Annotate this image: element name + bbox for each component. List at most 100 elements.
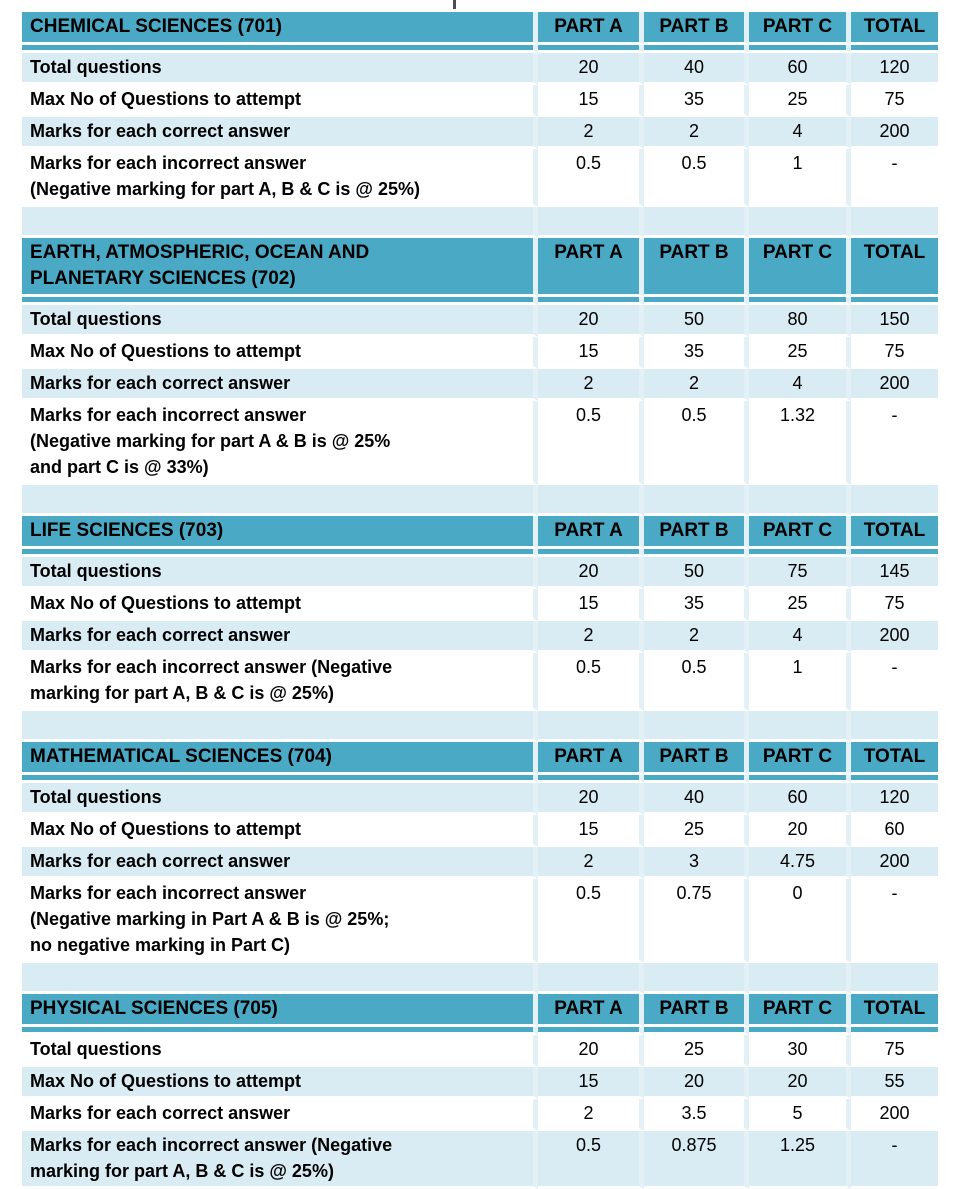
cell-value: 200: [851, 117, 938, 149]
spacer-cell: [22, 711, 538, 742]
row-label: Marks for each incorrect answer (Negativ…: [22, 401, 538, 485]
table-row: Marks for each incorrect answer (Negativ…: [22, 401, 938, 485]
spacer-cell: [749, 485, 851, 516]
header-underline-cell: [749, 297, 851, 305]
header-underline-cell: [644, 1027, 749, 1035]
header-underline-cell: [851, 775, 938, 783]
cell-value: 75: [749, 557, 851, 589]
cell-value: 0.875: [644, 1131, 749, 1189]
row-label: Max No of Questions to attempt: [22, 337, 538, 369]
cell-value: 2: [538, 369, 644, 401]
cell-value: 15: [538, 815, 644, 847]
cell-value: 0: [749, 879, 851, 963]
cell-value: 3.5: [644, 1099, 749, 1131]
cell-value: 55: [851, 1067, 938, 1099]
header-underline-row: [22, 549, 938, 557]
cell-value: 150: [851, 305, 938, 337]
spacer-cell: [22, 963, 538, 994]
cell-value: 25: [644, 1035, 749, 1067]
header-underline-cell: [749, 549, 851, 557]
cell-value: 1: [749, 653, 851, 711]
cell-value: 25: [749, 85, 851, 117]
header-underline-cell: [644, 775, 749, 783]
row-label: Max No of Questions to attempt: [22, 85, 538, 117]
cell-value: 0.5: [644, 401, 749, 485]
header-underline-cell: [851, 549, 938, 557]
table-row: Max No of Questions to attempt 15 35 25 75: [22, 589, 938, 621]
spacer-cell: [644, 963, 749, 994]
section-title: MATHEMATICAL SCIENCES (704): [22, 742, 538, 775]
row-label: Max No of Questions to attempt: [22, 815, 538, 847]
column-header: PART C: [749, 742, 851, 775]
table-row: Marks for each correct answer 2 2 4 200: [22, 621, 938, 653]
header-underline-cell: [851, 45, 938, 53]
table-row: Total questions 20 50 80 150: [22, 305, 938, 337]
column-header: PART C: [749, 238, 851, 297]
cell-value: 50: [644, 557, 749, 589]
cell-value: 2: [538, 847, 644, 879]
cell-value: 4.75: [749, 847, 851, 879]
section-header-row: LIFE SCIENCES (703) PART A PART B PART C TOT…: [22, 516, 938, 549]
header-underline-cell: [749, 1027, 851, 1035]
cell-value: 75: [851, 1035, 938, 1067]
cell-value: 20: [644, 1067, 749, 1099]
cell-value: 2: [644, 369, 749, 401]
spacer-cell: [749, 207, 851, 238]
table-row: Marks for each correct answer 2 3 4.75 200: [22, 847, 938, 879]
table-row: Total questions 20 50 75 145: [22, 557, 938, 589]
section-title: EARTH, ATMOSPHERIC, OCEAN AND PLANETARY …: [22, 238, 538, 297]
column-header: TOTAL: [851, 238, 938, 297]
spacer-cell: [749, 963, 851, 994]
column-header: PART B: [644, 12, 749, 45]
column-header: TOTAL: [851, 516, 938, 549]
cell-value: 0.5: [644, 149, 749, 207]
cell-value: 60: [749, 53, 851, 85]
section-title: CHEMICAL SCIENCES (701): [22, 12, 538, 45]
header-underline-cell: [851, 297, 938, 305]
cell-value: 200: [851, 847, 938, 879]
column-header: TOTAL: [851, 994, 938, 1027]
spacer-cell: [851, 485, 938, 516]
spacer-row: [22, 963, 938, 994]
row-label: Marks for each correct answer: [22, 847, 538, 879]
cell-value: 75: [851, 589, 938, 621]
cell-value: 60: [749, 783, 851, 815]
column-header: PART B: [644, 994, 749, 1027]
cell-value: 50: [644, 305, 749, 337]
exam-pattern-table-body: CHEMICAL SCIENCES (701) PART A PART B PART …: [22, 12, 938, 1189]
row-label: Marks for each incorrect answer (Negativ…: [22, 149, 538, 207]
table-row: Max No of Questions to attempt 15 35 25 75: [22, 85, 938, 117]
cell-value: 25: [749, 337, 851, 369]
spacer-cell: [22, 207, 538, 238]
spacer-cell: [538, 207, 644, 238]
cell-value: -: [851, 1131, 938, 1189]
cell-value: 20: [538, 305, 644, 337]
section-header-row: PHYSICAL SCIENCES (705) PART A PART B PART …: [22, 994, 938, 1027]
cell-value: 1.32: [749, 401, 851, 485]
table-row: Marks for each incorrect answer (Negativ…: [22, 149, 938, 207]
column-header: PART B: [644, 238, 749, 297]
cropped-text-descender-fragment: [453, 0, 456, 9]
spacer-row: [22, 207, 938, 238]
column-header: TOTAL: [851, 12, 938, 45]
row-label: Marks for each incorrect answer (Negativ…: [22, 879, 538, 963]
cell-value: 3: [644, 847, 749, 879]
cell-value: 120: [851, 783, 938, 815]
spacer-cell: [749, 711, 851, 742]
exam-pattern-table: CHEMICAL SCIENCES (701) PART A PART B PART …: [22, 12, 938, 1189]
header-underline-cell: [749, 775, 851, 783]
cell-value: 20: [749, 1067, 851, 1099]
cell-value: 0.5: [644, 653, 749, 711]
row-label: Max No of Questions to attempt: [22, 589, 538, 621]
section-header-row: EARTH, ATMOSPHERIC, OCEAN AND PLANETARY …: [22, 238, 938, 297]
cell-value: -: [851, 653, 938, 711]
table-row: Marks for each correct answer 2 2 4 200: [22, 117, 938, 149]
cell-value: 200: [851, 1099, 938, 1131]
cell-value: 0.5: [538, 653, 644, 711]
spacer-cell: [538, 963, 644, 994]
cell-value: 4: [749, 621, 851, 653]
cell-value: 200: [851, 369, 938, 401]
spacer-cell: [538, 485, 644, 516]
row-label: Total questions: [22, 783, 538, 815]
row-label: Marks for each correct answer: [22, 621, 538, 653]
